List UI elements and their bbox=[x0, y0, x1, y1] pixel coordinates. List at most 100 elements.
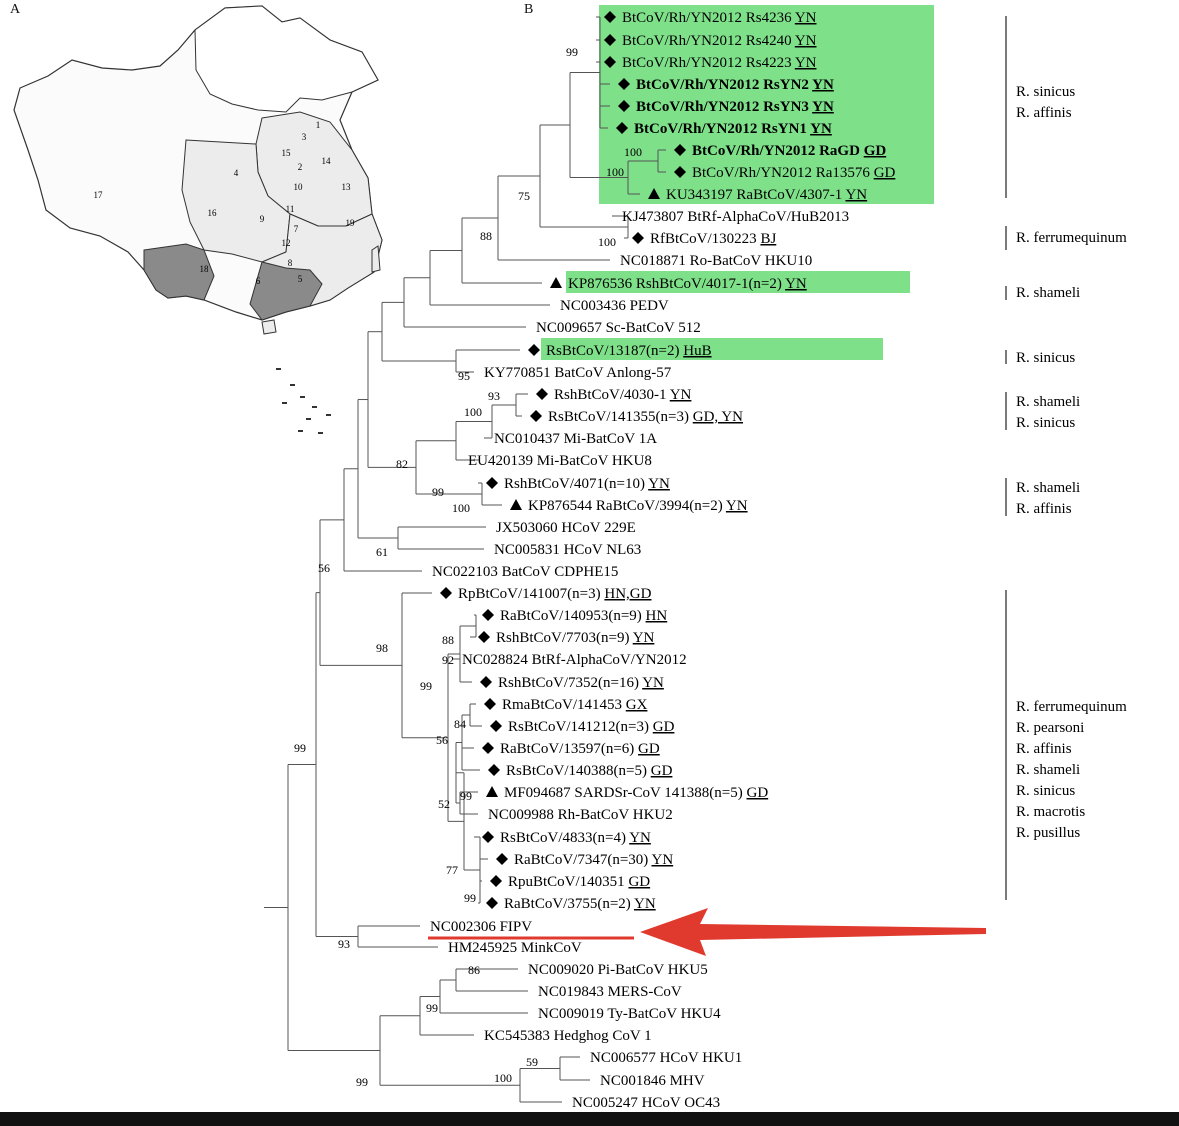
region-code: GX bbox=[626, 697, 648, 713]
bootstrap-value: 95 bbox=[458, 369, 470, 383]
bootstrap-value: 100 bbox=[464, 405, 482, 419]
host-name: R. shameli bbox=[1016, 762, 1080, 778]
leaf-label: RsBtCoV/4833(n=4) YN bbox=[500, 830, 651, 846]
leaf-label: NC001846 MHV bbox=[600, 1073, 705, 1089]
host-annotations: R. sinicus R. affinis R. ferrumequinum R. s… bbox=[1005, 16, 1127, 900]
map-region-label: 16 bbox=[208, 208, 218, 218]
leaf-label: RsBtCoV/141212(n=3) GD bbox=[508, 719, 675, 735]
diamond-marker bbox=[486, 897, 498, 909]
diamond-marker bbox=[482, 831, 494, 843]
bottom-border bbox=[0, 1112, 1179, 1126]
region-code: YN bbox=[812, 77, 834, 93]
diamond-marker bbox=[440, 587, 452, 599]
region-code: GD, YN bbox=[693, 409, 743, 425]
bootstrap-value: 99 bbox=[420, 679, 432, 693]
map-region-label: 18 bbox=[200, 264, 210, 274]
host-name: R. shameli bbox=[1016, 394, 1080, 410]
leaf-label: NC005831 HCoV NL63 bbox=[494, 542, 641, 558]
map-region-label: 19 bbox=[346, 218, 356, 228]
host-name: R. sinicus bbox=[1016, 84, 1075, 100]
leaf-labels: BtCoV/Rh/YN2012 Rs4236 YN BtCoV/Rh/YN2012… bbox=[430, 10, 896, 1111]
region-code: GD bbox=[653, 719, 675, 735]
leaf-label: EU420139 Mi-BatCoV HKU8 bbox=[468, 453, 652, 469]
bootstrap-value: 59 bbox=[526, 1055, 538, 1069]
leaf-label: NC006577 HCoV HKU1 bbox=[590, 1050, 742, 1066]
region-code: YN bbox=[795, 33, 817, 49]
region-code: GD bbox=[651, 763, 673, 779]
region-code: GD bbox=[638, 741, 660, 757]
leaf-label: BtCoV/Rh/YN2012 RsYN3 YN bbox=[636, 99, 834, 115]
bootstrap-value: 99 bbox=[294, 741, 306, 755]
bootstrap-value: 75 bbox=[518, 189, 530, 203]
leaf-label: JX503060 HCoV 229E bbox=[496, 520, 636, 536]
region-code: YN bbox=[634, 896, 656, 912]
host-name: R. pearsoni bbox=[1016, 720, 1084, 736]
south-sea-islands bbox=[276, 368, 331, 434]
region-code: YN bbox=[648, 476, 670, 492]
leaf-label: RshBtCoV/7703(n=9) YN bbox=[496, 630, 655, 646]
diamond-marker bbox=[618, 100, 630, 112]
map-region-label: 7 bbox=[294, 224, 299, 234]
leaf-label: RmaBtCoV/141453 GX bbox=[502, 697, 648, 713]
region-code: GD bbox=[628, 874, 650, 890]
map-region-label: 15 bbox=[282, 148, 292, 158]
host-name: R. sinicus bbox=[1016, 350, 1075, 366]
bootstrap-value: 100 bbox=[624, 145, 642, 159]
leaf-label: KP876544 RaBtCoV/3994(n=2) YN bbox=[528, 498, 748, 514]
bootstrap-value: 99 bbox=[464, 891, 476, 905]
leaf-label: NC009019 Ty-BatCoV HKU4 bbox=[538, 1006, 721, 1022]
diamond-marker bbox=[482, 609, 494, 621]
leaf-label: BtCoV/Rh/YN2012 RaGD GD bbox=[692, 143, 886, 159]
bootstrap-value: 82 bbox=[396, 457, 408, 471]
leaf-label: NC009988 Rh-BatCoV HKU2 bbox=[488, 807, 673, 823]
diamond-marker bbox=[480, 676, 492, 688]
bootstrap-value: 93 bbox=[338, 937, 350, 951]
map-region-label: 4 bbox=[234, 168, 239, 178]
diamond-marker bbox=[496, 853, 508, 865]
host-name: R. shameli bbox=[1016, 480, 1080, 496]
island-mark bbox=[298, 430, 303, 432]
leaf-label: RsBtCoV/140388(n=5) GD bbox=[506, 763, 673, 779]
bootstrap-value: 99 bbox=[432, 485, 444, 499]
diamond-marker bbox=[674, 144, 686, 156]
bootstrap-value: 56 bbox=[318, 561, 330, 575]
region-code: YN bbox=[670, 387, 692, 403]
region-code: GD bbox=[874, 165, 896, 181]
host-name: R. ferrumequinum bbox=[1016, 230, 1127, 246]
diamond-marker bbox=[528, 344, 540, 356]
bootstrap-value: 100 bbox=[606, 165, 624, 179]
diamond-marker bbox=[488, 764, 500, 776]
host-name: R. sinicus bbox=[1016, 415, 1075, 431]
diamond-marker bbox=[478, 631, 490, 643]
leaf-label: RshBtCoV/4071(n=10) YN bbox=[504, 476, 670, 492]
leaf-label: RaBtCoV/13597(n=6) GD bbox=[500, 741, 660, 757]
region-code: YN bbox=[812, 99, 834, 115]
leaf-label: RpuBtCoV/140351 GD bbox=[508, 874, 650, 890]
island-mark bbox=[318, 432, 323, 434]
island-mark bbox=[312, 406, 317, 408]
region-code: HN bbox=[646, 608, 668, 624]
diamond-marker bbox=[674, 166, 686, 178]
leaf-label: RaBtCoV/3755(n=2) YN bbox=[504, 896, 656, 912]
leaf-label: NC002306 FIPV bbox=[430, 919, 532, 935]
bootstrap-value: 99 bbox=[356, 1075, 368, 1089]
bootstrap-value: 99 bbox=[460, 789, 472, 803]
leaf-label: BtCoV/Rh/YN2012 Ra13576 GD bbox=[692, 165, 896, 181]
leaf-label: RpBtCoV/141007(n=3) HN,GD bbox=[458, 586, 652, 602]
leaf-label: NC018871 Ro-BatCoV HKU10 bbox=[620, 253, 812, 269]
host-name: R. pusillus bbox=[1016, 825, 1080, 841]
bootstrap-value: 98 bbox=[376, 641, 388, 655]
island-mark bbox=[306, 418, 311, 420]
region-code: GD bbox=[747, 785, 769, 801]
diamond-marker bbox=[604, 56, 616, 68]
region-code: YN bbox=[785, 276, 807, 292]
triangle-marker bbox=[486, 786, 498, 797]
bootstrap-value: 52 bbox=[438, 797, 450, 811]
bootstrap-value: 92 bbox=[442, 653, 454, 667]
diamond-marker bbox=[484, 698, 496, 710]
host-name: R. affinis bbox=[1016, 105, 1072, 121]
leaf-label: NC028824 BtRf-AlphaCoV/YN2012 bbox=[462, 652, 687, 668]
